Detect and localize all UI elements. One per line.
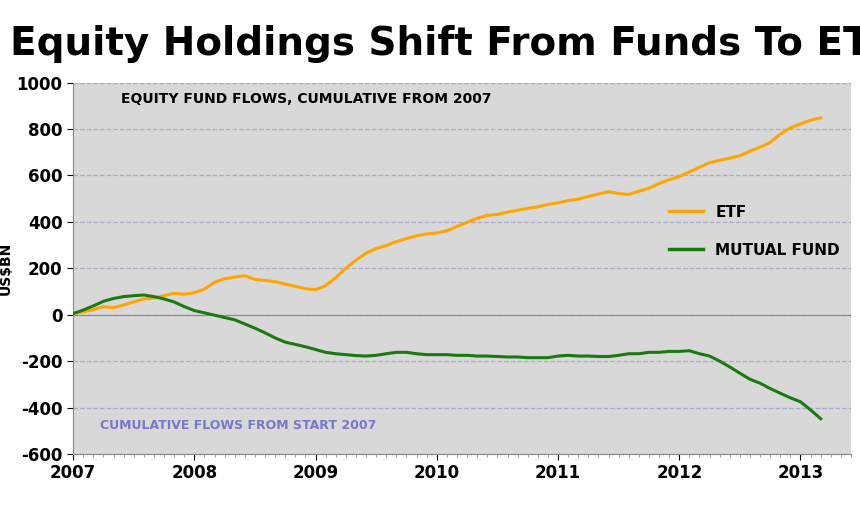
Legend: ETF, MUTUAL FUND: ETF, MUTUAL FUND xyxy=(669,205,840,258)
Text: Equity Holdings Shift From Funds To ETFs: Equity Holdings Shift From Funds To ETFs xyxy=(10,25,860,63)
Text: CUMULATIVE FLOWS FROM START 2007: CUMULATIVE FLOWS FROM START 2007 xyxy=(101,419,377,432)
Text: EQUITY FUND FLOWS, CUMULATIVE FROM 2007: EQUITY FUND FLOWS, CUMULATIVE FROM 2007 xyxy=(121,92,492,106)
Y-axis label: US$BN: US$BN xyxy=(0,242,13,295)
